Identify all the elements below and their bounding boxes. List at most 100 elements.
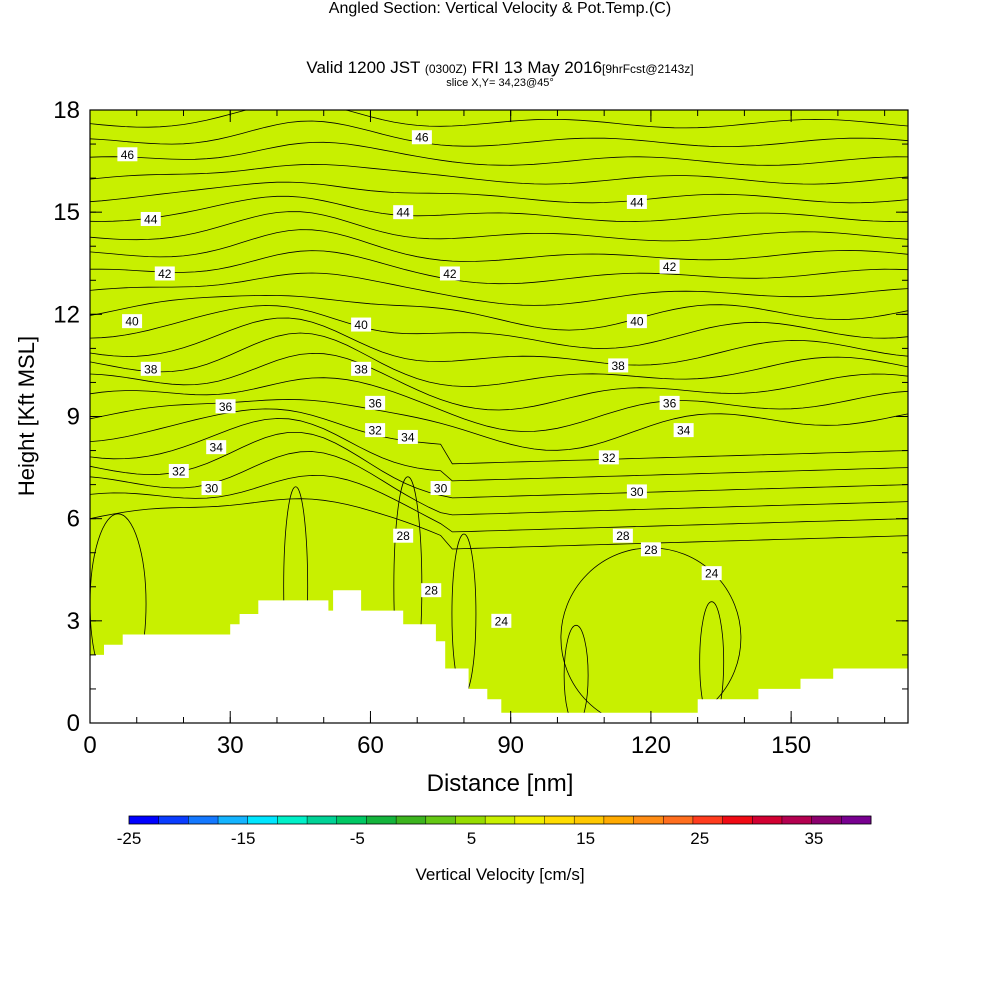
colorbar-swatch: [188, 816, 219, 824]
colorbar-tick-label: 5: [467, 829, 476, 848]
isentrope-label-box: [701, 566, 722, 581]
forecast-info: [9hrFcst@2143z]: [602, 62, 694, 76]
isentrope-line: [90, 332, 908, 387]
isentrope-label: 24: [705, 567, 719, 581]
isentrope-label: 44: [144, 212, 158, 226]
isentrope-label-box: [626, 314, 647, 329]
colorbar-swatch: [366, 816, 397, 824]
x-tick-label: 0: [83, 732, 96, 759]
isentrope-label-box: [421, 583, 442, 598]
isentrope-label-box: [439, 266, 460, 281]
isentrope-label: 34: [210, 441, 224, 455]
colorbar-swatch: [752, 816, 783, 824]
isentrope-label: 34: [677, 424, 691, 438]
isentrope-label: 32: [368, 424, 382, 438]
colorbar-tick-label: -15: [231, 829, 256, 848]
x-tick-label: 30: [217, 732, 244, 759]
y-tick-label: 6: [67, 506, 80, 533]
isentrope-label: 40: [630, 315, 644, 329]
isentrope-line: [90, 141, 908, 166]
colorbar-swatch: [781, 816, 813, 824]
isentrope-label-box: [351, 317, 372, 332]
colorbar-swatch: [574, 816, 605, 824]
isentrope-line: [90, 163, 908, 185]
colorbar-swatch: [307, 816, 338, 824]
isentrope-label: 40: [125, 315, 139, 329]
isentrope-line: [90, 377, 908, 432]
isentrope-label: 34: [401, 430, 415, 444]
colorbar-swatch: [692, 816, 723, 824]
isentrope-label-box: [215, 399, 236, 414]
isentrope-label: 36: [368, 396, 382, 410]
isentrope-label: 32: [172, 464, 186, 478]
isentrope-line: [90, 250, 908, 285]
isentrope-label: 30: [630, 485, 644, 499]
isentrope-label-box: [365, 423, 386, 438]
isentrope-label-box: [140, 361, 161, 376]
colorbar-swatch: [455, 816, 486, 824]
isentrope-label: 42: [443, 267, 457, 281]
isentrope-label-box: [659, 395, 680, 410]
chart-title-text: Angled Section: Vertical Velocity & Pot.…: [328, 0, 649, 17]
x-axis-label: Distance [nm]: [427, 770, 574, 797]
isentrope-label: 28: [396, 529, 410, 543]
isentrope-label: 38: [354, 362, 368, 376]
y-tick-label: 15: [53, 199, 80, 226]
colorbar-tick-label: 35: [804, 829, 823, 848]
colorbar-swatch: [633, 816, 664, 824]
isentrope-label-box: [626, 194, 647, 209]
colorbar-swatch: [247, 816, 278, 824]
isentrope-label-box: [659, 259, 680, 274]
colorbar-label: Vertical Velocity [cm/s]: [415, 865, 584, 884]
isentrope-label: 36: [663, 396, 677, 410]
isentrope-label: 46: [415, 131, 429, 145]
isentrope-label-box: [351, 361, 372, 376]
isentrope-line: [90, 498, 908, 550]
isentrope-label-box: [673, 423, 694, 438]
colorbar-swatch: [544, 816, 575, 824]
isentrope-label-box: [365, 395, 386, 410]
chart-title-suffix: (C): [648, 0, 672, 17]
isentrope-label-box: [168, 463, 189, 478]
isentrope-line: [90, 110, 908, 129]
isentrope-label: 32: [602, 451, 616, 465]
chart-subtitle: Valid 1200 JST (0300Z) FRI 13 May 2016[9…: [0, 59, 1000, 78]
y-tick-label: 9: [67, 404, 80, 431]
isentrope-label-box: [411, 130, 432, 145]
field-background: [90, 110, 908, 723]
colorbar-tick-label: 15: [576, 829, 595, 848]
isentrope-label-box: [397, 429, 418, 444]
colorbar-swatch: [603, 816, 634, 824]
x-tick-label: 120: [631, 732, 671, 759]
isentrope-label-box: [491, 613, 512, 628]
isentrope-contour: [563, 624, 589, 723]
isentrope-label-box: [201, 481, 222, 496]
isentrope-label: 42: [158, 267, 172, 281]
isentrope-label: 46: [121, 148, 135, 162]
isentrope-label: 44: [630, 195, 644, 209]
colorbar-tick-label: -25: [117, 829, 142, 848]
y-tick-label: 18: [53, 97, 80, 124]
colorbar-swatch: [663, 816, 694, 824]
isentrope-line: [90, 451, 908, 516]
isentrope-label: 40: [354, 318, 368, 332]
colorbar-swatch: [841, 816, 872, 824]
isentrope-line: [90, 181, 908, 204]
colorbar-swatch: [277, 816, 308, 824]
isentrope-label-box: [393, 528, 414, 543]
colorbar-swatch: [336, 816, 367, 824]
colorbar-swatch: [811, 816, 842, 824]
isentrope-label-box: [640, 542, 661, 557]
x-tick-label: 60: [357, 732, 384, 759]
isentrope-label-box: [612, 528, 633, 543]
isentrope-label: 28: [425, 584, 439, 598]
isentrope-label-box: [393, 205, 414, 220]
isentrope-label-box: [117, 147, 138, 162]
colorbar-swatch: [722, 816, 753, 824]
isentrope-line: [90, 195, 908, 222]
isentrope-line: [90, 211, 908, 242]
y-tick-label: 3: [67, 608, 80, 635]
